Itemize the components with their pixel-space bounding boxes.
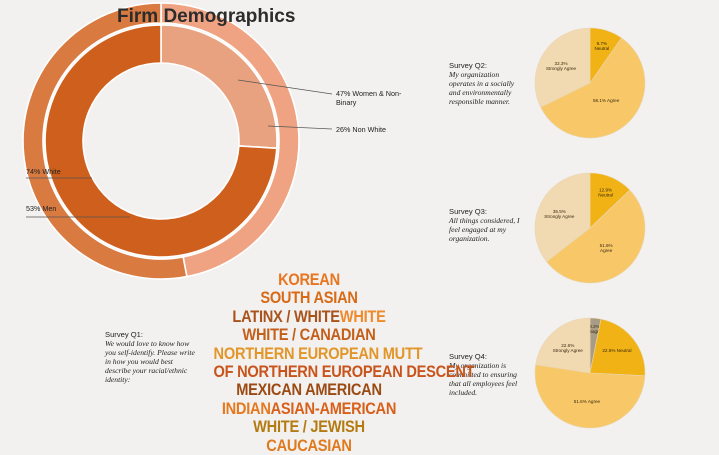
survey-q4-title: Survey Q4: xyxy=(449,352,487,361)
survey-q3-pie: 12.9% Neutral 51.6% Agree 35.5% Strongly Agre… xyxy=(534,172,646,284)
donut-label-white-text: 74% White xyxy=(26,167,61,176)
word-cloud-word-4-0: NORTHERN EUROPEAN MUTT xyxy=(213,343,423,363)
page-title: Firm Demographics xyxy=(117,6,296,27)
survey-q4-label: Survey Q4: My organization is committed … xyxy=(449,352,525,397)
word-cloud-word-2-0: LATINX / WHITE xyxy=(232,306,340,326)
word-cloud-line-4: NORTHERN EUROPEAN MUTT xyxy=(214,344,423,363)
survey-q1-title: Survey Q1: xyxy=(105,330,143,339)
donut-inner-slice-1 xyxy=(44,24,278,258)
pie-q2-slice-1 xyxy=(540,37,646,139)
donut-label-women-text: 47% Women & Non-Binary xyxy=(336,89,402,107)
infographic-canvas: 9.7% Neutral 58.1% Agree 32.3% Strongly Agre… xyxy=(22,2,646,429)
pie-q3-slice-2-label: 35.5% Strongly Agree xyxy=(544,209,575,219)
word-cloud-word-0-0: KOREAN xyxy=(278,270,340,289)
word-cloud-word-8-0: WHITE / JEWISH xyxy=(253,417,365,437)
word-cloud-line-8: WHITE / JEWISH xyxy=(214,418,405,436)
survey-q4-question: My organization is committed to ensuring… xyxy=(449,361,518,397)
survey-q3-title: Survey Q3: xyxy=(449,207,487,216)
survey-q1-label: Survey Q1: We would love to know how you… xyxy=(105,330,195,384)
donut-leader-lines xyxy=(26,79,333,218)
pie-q2-slice-0-label: 9.7% Neutral xyxy=(594,41,609,51)
donut-label-men: 53% Men xyxy=(26,204,56,213)
survey-q1-question: We would love to know how you self-ident… xyxy=(105,339,195,384)
survey-q2-label: Survey Q2: My organization operates in a… xyxy=(449,61,525,106)
word-cloud-line-1: SOUTH ASIAN xyxy=(214,289,405,307)
ethnicity-word-cloud: KOREAN SOUTH ASIAN LATINX / WHITEWHITE WHIT… xyxy=(198,271,475,455)
donut-label-women: 47% Women & Non-Binary xyxy=(336,89,416,107)
word-cloud-line-3: WHITE / CANADIAN xyxy=(214,326,405,344)
donut-leader-line-1 xyxy=(267,125,333,130)
pie-q2-slice-1-label: 58.1% Agree xyxy=(593,98,620,103)
word-cloud-line-6: MEXICAN AMERICAN xyxy=(214,381,405,399)
donut-leader-line-0 xyxy=(237,79,333,95)
survey-q3-label: Survey Q3: All things considered, I feel… xyxy=(449,207,525,243)
pie-q4-slice-0-label: 3.2% Disagree xyxy=(585,324,604,334)
word-cloud-word-1-0: SOUTH ASIAN xyxy=(260,288,358,308)
donut-label-men-text: 53% Men xyxy=(26,204,57,213)
word-cloud-word-5-0: OF NORTHERN EUROPEAN DESCENT xyxy=(213,362,475,382)
pie-q4-slice-3 xyxy=(535,317,591,374)
pie-q2-slice-2 xyxy=(534,27,591,108)
word-cloud-line-2: LATINX / WHITEWHITE xyxy=(214,308,405,326)
word-cloud-word-7-0: INDIAN xyxy=(221,398,271,418)
demographics-donut xyxy=(22,2,300,280)
word-cloud-word-2-1: WHITE xyxy=(339,306,386,326)
survey-q2-question: My organization operates in a socially a… xyxy=(449,70,515,106)
word-cloud-line-0: KOREAN xyxy=(214,271,405,289)
pie-q4-slice-2-label: 51.6% Agree xyxy=(574,399,601,404)
survey-q3-question: All things considered, I feel engaged at… xyxy=(449,216,520,243)
donut-outer-slice-1 xyxy=(22,2,188,280)
pie-q3-slice-1-label: 51.6% Agree xyxy=(600,243,613,253)
word-cloud-word-9-0: CAUCASIAN xyxy=(266,435,352,455)
survey-q2-pie: 9.7% Neutral 58.1% Agree 32.3% Strongly Agre… xyxy=(534,27,646,139)
word-cloud-word-7-1: ASIAN-AMERICAN xyxy=(270,398,397,418)
survey-q4-pie: 3.2% Disagree 22.6% Neutral 51.6% Agree 22.6… xyxy=(534,317,646,429)
word-cloud-line-5: OF NORTHERN EUROPEAN DESCENT xyxy=(214,363,475,381)
word-cloud-line-7: INDIANASIAN-AMERICAN xyxy=(214,400,405,418)
pie-q3-slice-1 xyxy=(546,189,646,284)
pie-q3-slice-0-label: 12.9% Neutral xyxy=(598,188,613,198)
donut-label-white: 74% White xyxy=(26,167,61,176)
word-cloud-word-6-0: MEXICAN AMERICAN xyxy=(236,380,382,400)
donut-label-nonwhite-text: 26% Non White xyxy=(336,125,386,134)
pie-q4-slice-2 xyxy=(534,364,646,429)
survey-q2-title: Survey Q2: xyxy=(449,61,487,70)
word-cloud-word-3-0: WHITE / CANADIAN xyxy=(242,325,376,345)
pie-q4-slice-1 xyxy=(589,318,646,377)
pie-q3-slice-2 xyxy=(534,172,591,263)
pie-q4-slice-3-label: 22.6% Strongly Agree xyxy=(553,343,584,353)
pie-q2-slice-2-label: 32.3% Strongly Agree xyxy=(546,61,577,71)
pie-q4-slice-1-label: 22.6% Neutral xyxy=(602,348,631,353)
donut-label-nonwhite: 26% Non White xyxy=(336,125,386,134)
word-cloud-line-9: CAUCASIAN xyxy=(214,435,405,455)
